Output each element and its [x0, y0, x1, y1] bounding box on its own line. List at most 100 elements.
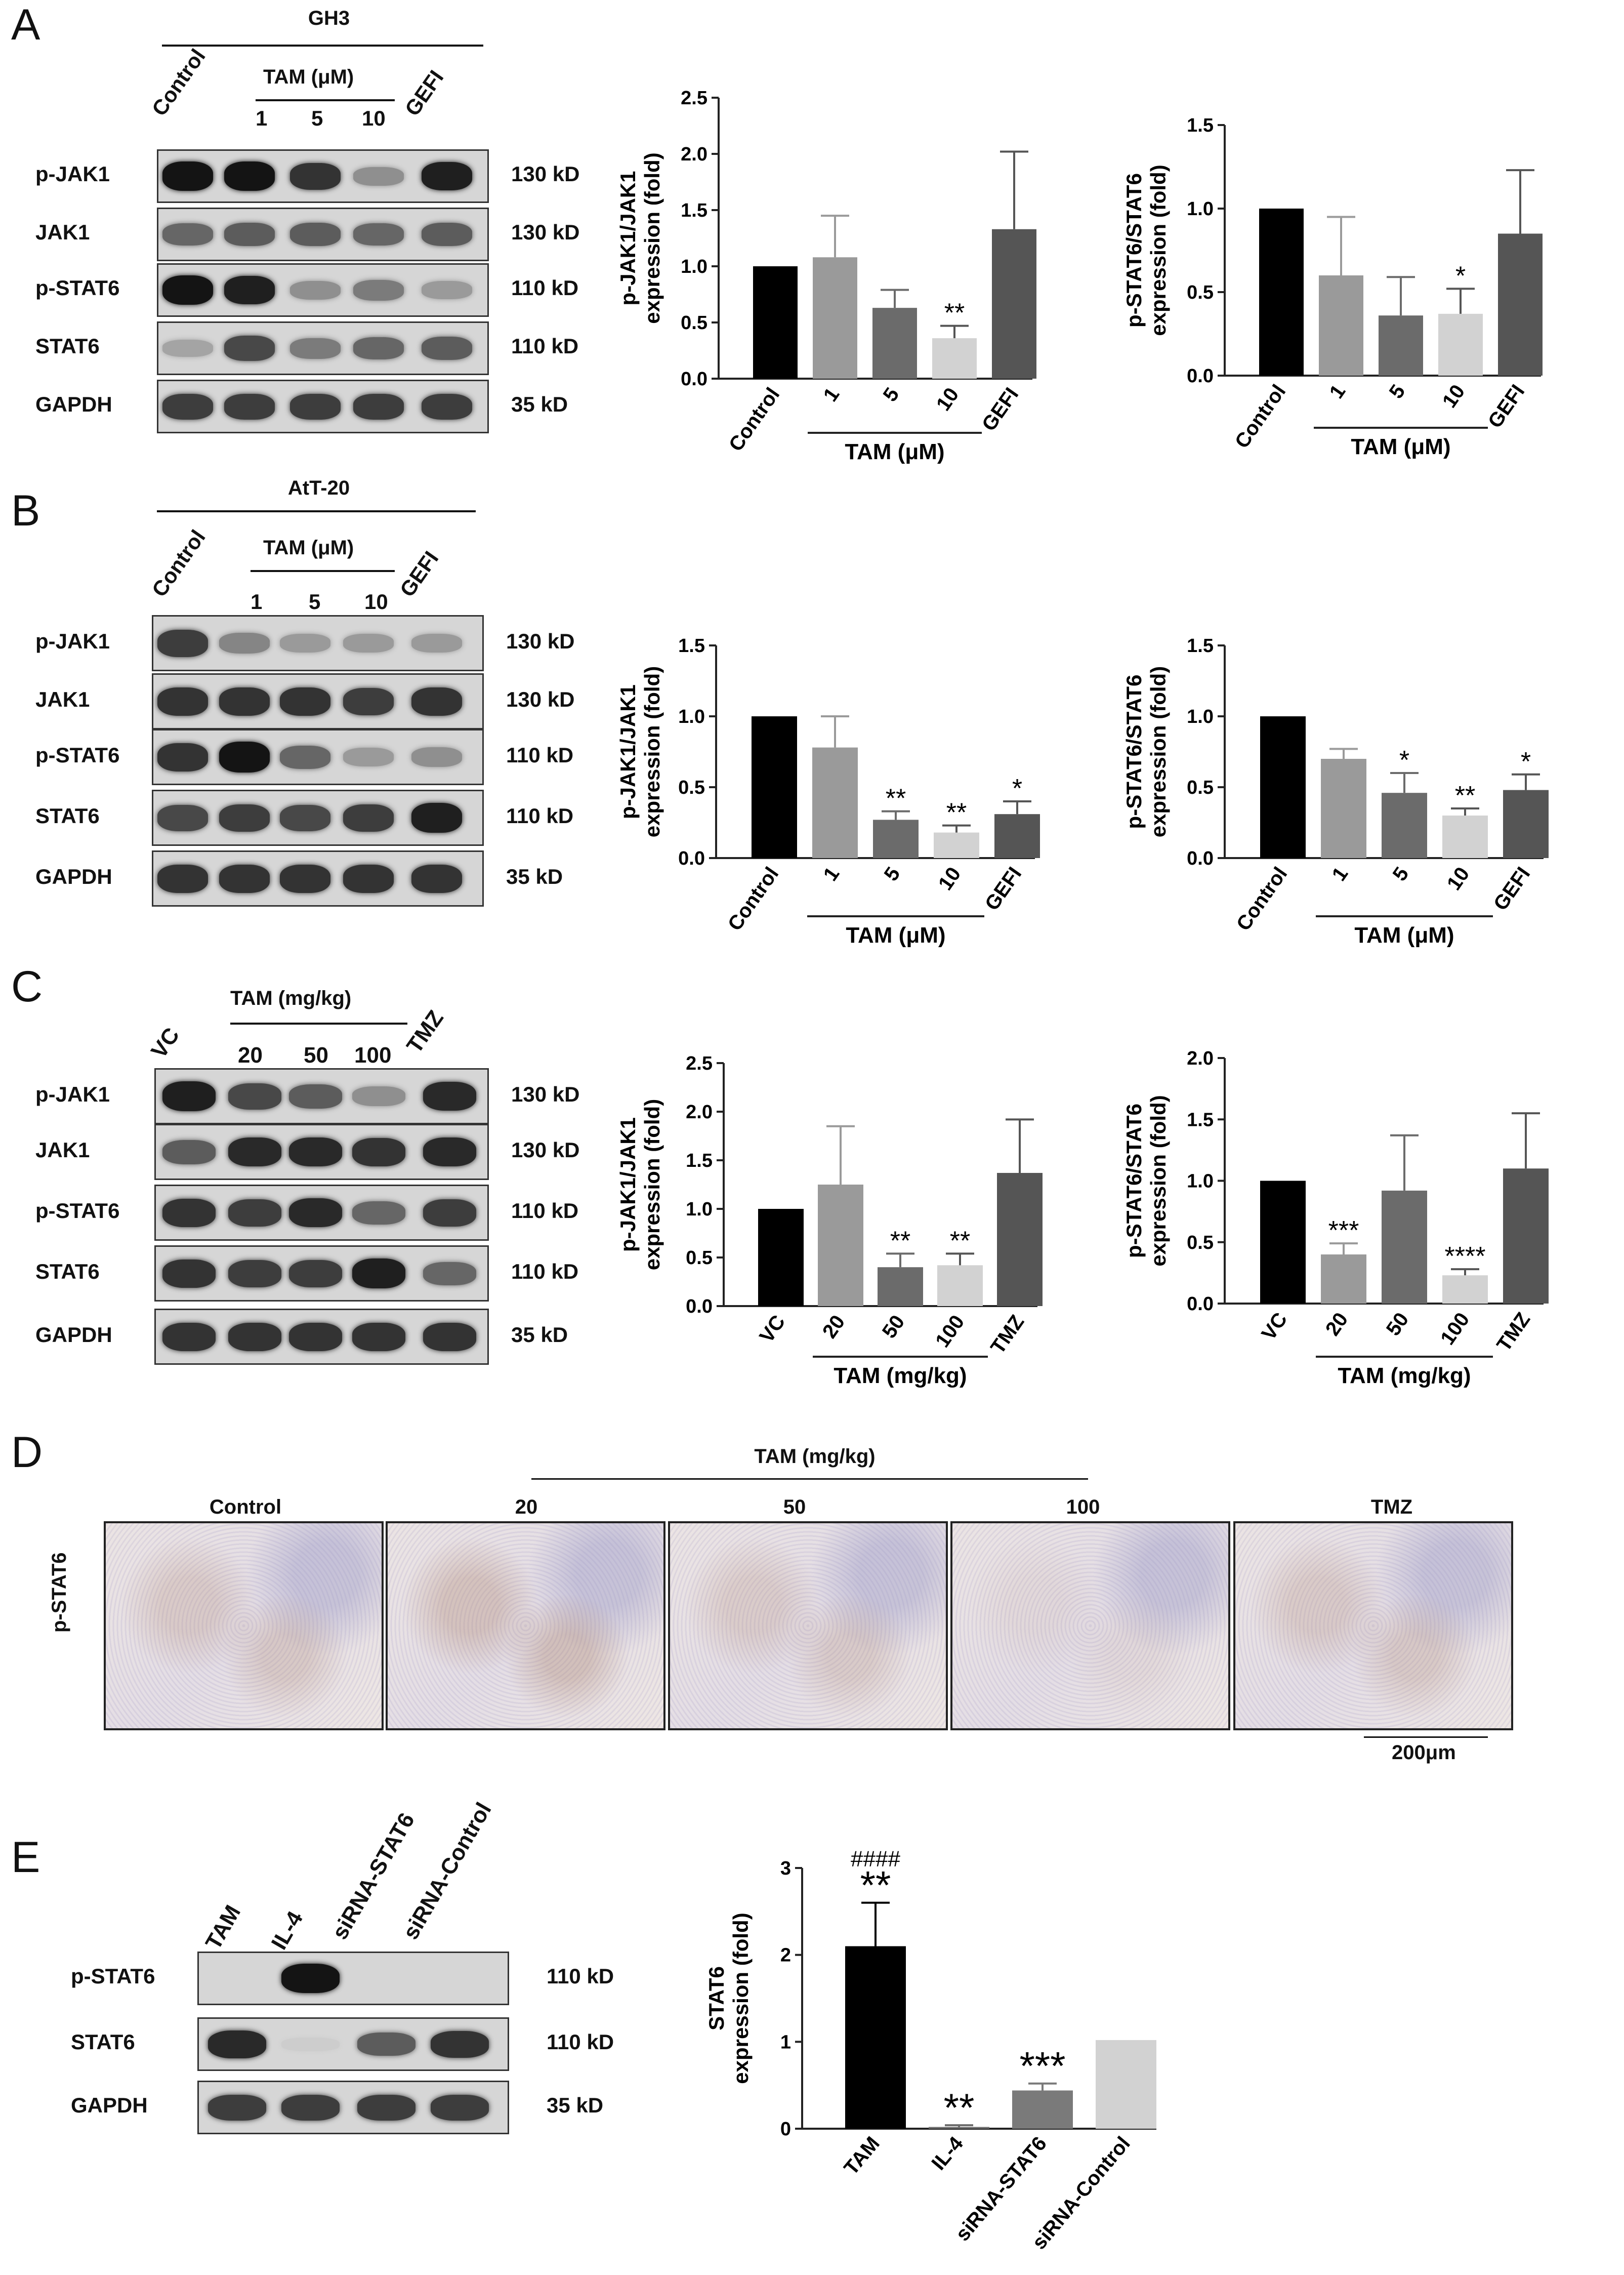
bar — [1438, 313, 1483, 376]
bar — [997, 1172, 1043, 1306]
protein-band — [343, 748, 394, 766]
row-label: STAT6 — [35, 1259, 100, 1283]
bar — [1319, 275, 1363, 376]
x-tick-label: 100 — [1436, 1309, 1474, 1349]
panel-letter-a: A — [11, 1, 40, 49]
protein-band — [353, 167, 404, 186]
y-tick-label: 0 — [780, 2119, 791, 2140]
y-tick-label: 2 — [780, 1945, 791, 1966]
y-axis-label: expression (fold) — [640, 666, 664, 837]
row-label: p-STAT6 — [35, 743, 120, 767]
protein-band — [219, 804, 270, 832]
row-label: STAT6 — [71, 2030, 135, 2054]
treatment-header: TAM (μM) — [263, 537, 354, 559]
blot-strip — [152, 790, 484, 846]
panel-letter-b: B — [11, 486, 40, 535]
protein-band — [162, 393, 213, 420]
protein-band — [423, 1082, 476, 1111]
y-tick-label: 0.5 — [1187, 777, 1214, 798]
bar — [818, 1185, 863, 1306]
protein-band — [228, 1083, 281, 1110]
row-label: JAK1 — [35, 1138, 90, 1162]
lane-label: 50 — [304, 1043, 328, 1068]
protein-band — [280, 864, 330, 893]
treatment-underline — [230, 1023, 407, 1025]
significance-mark: ** — [946, 798, 967, 828]
x-tick-label: 10 — [1443, 863, 1474, 895]
lane-label: 20 — [238, 1043, 263, 1068]
protein-band — [280, 804, 330, 831]
kd-label: 35 kD — [511, 392, 568, 416]
bar — [1503, 790, 1549, 858]
row-label: GAPDH — [71, 2093, 148, 2117]
lane-label: 10 — [364, 590, 388, 614]
bar — [872, 308, 917, 379]
y-axis-label: p-JAK1/JAK1 — [616, 684, 640, 819]
ihc-image — [950, 1521, 1230, 1730]
protein-band — [162, 340, 213, 357]
y-tick-label: 3 — [780, 1858, 791, 1879]
group-label: TAM (mg/kg) — [1338, 1363, 1471, 1388]
protein-band — [224, 276, 275, 304]
y-axis-label: p-JAK1/JAK1 — [616, 1117, 640, 1252]
protein-band — [228, 1199, 281, 1227]
protein-band — [281, 2037, 340, 2051]
protein-band — [157, 687, 208, 716]
protein-band — [281, 2094, 340, 2121]
y-tick-label: 2.0 — [686, 1102, 713, 1123]
row-label: p-JAK1 — [35, 629, 110, 653]
bar — [1096, 2040, 1156, 2129]
title-underline — [162, 45, 483, 47]
y-tick-label: 0.0 — [686, 1296, 713, 1317]
x-tick-label: siRNA-STAT6 — [951, 2133, 1051, 2246]
y-axis-label: p-JAK1/JAK1 — [616, 171, 640, 305]
hash-significance-mark: #### — [851, 1847, 900, 1872]
ihc-column-label: 100 — [1066, 1496, 1100, 1518]
protein-band — [353, 337, 404, 359]
protein-band — [422, 281, 472, 299]
blot-strip — [157, 149, 489, 203]
x-tick-label: 50 — [1382, 1309, 1413, 1340]
protein-band — [352, 1322, 405, 1351]
y-tick-label: 2.0 — [1187, 1048, 1214, 1069]
x-tick-label: Control — [725, 384, 784, 456]
x-tick-label: GEFI — [981, 863, 1026, 915]
x-tick-label: TAM — [840, 2133, 884, 2179]
group-label: TAM (μM) — [845, 439, 944, 464]
row-label: p-STAT6 — [35, 1198, 120, 1223]
x-tick-label: 10 — [932, 384, 964, 415]
bar — [934, 832, 979, 858]
protein-band — [224, 393, 275, 420]
bar — [1321, 1254, 1366, 1304]
row-label: STAT6 — [35, 803, 100, 828]
protein-band — [423, 1138, 476, 1166]
bar — [758, 1209, 804, 1306]
ihc-column-label: 50 — [783, 1496, 806, 1518]
row-label: GAPDH — [35, 1322, 112, 1347]
cell-line-title: GH3 — [308, 7, 350, 29]
significance-mark: **** — [1445, 1242, 1486, 1271]
bar — [1379, 315, 1423, 376]
protein-band — [288, 1198, 342, 1227]
bar — [753, 266, 798, 379]
kd-label: 130 kD — [506, 687, 575, 711]
kd-label: 110 kD — [547, 1964, 614, 1988]
protein-band — [219, 633, 270, 654]
lane-label: 1 — [251, 590, 263, 614]
y-axis-label: p-STAT6/STAT6 — [1122, 675, 1146, 829]
kd-label: 35 kD — [511, 1322, 568, 1347]
group-label: TAM (μM) — [1351, 434, 1450, 459]
significance-mark: * — [1399, 746, 1409, 775]
y-tick-label: 1.0 — [1187, 198, 1214, 220]
x-tick-label: 5 — [879, 384, 904, 405]
y-axis-label: expression (fold) — [640, 152, 664, 323]
blot-strip — [154, 1185, 489, 1241]
y-tick-label: 0.0 — [1187, 848, 1214, 869]
protein-band — [288, 1138, 342, 1166]
significance-mark: * — [1521, 747, 1531, 777]
ihc-column-label: Control — [209, 1496, 282, 1518]
protein-band — [157, 864, 208, 893]
x-tick-label: 20 — [818, 1311, 850, 1343]
protein-band — [219, 687, 270, 716]
group-label: TAM (μM) — [1354, 923, 1454, 948]
